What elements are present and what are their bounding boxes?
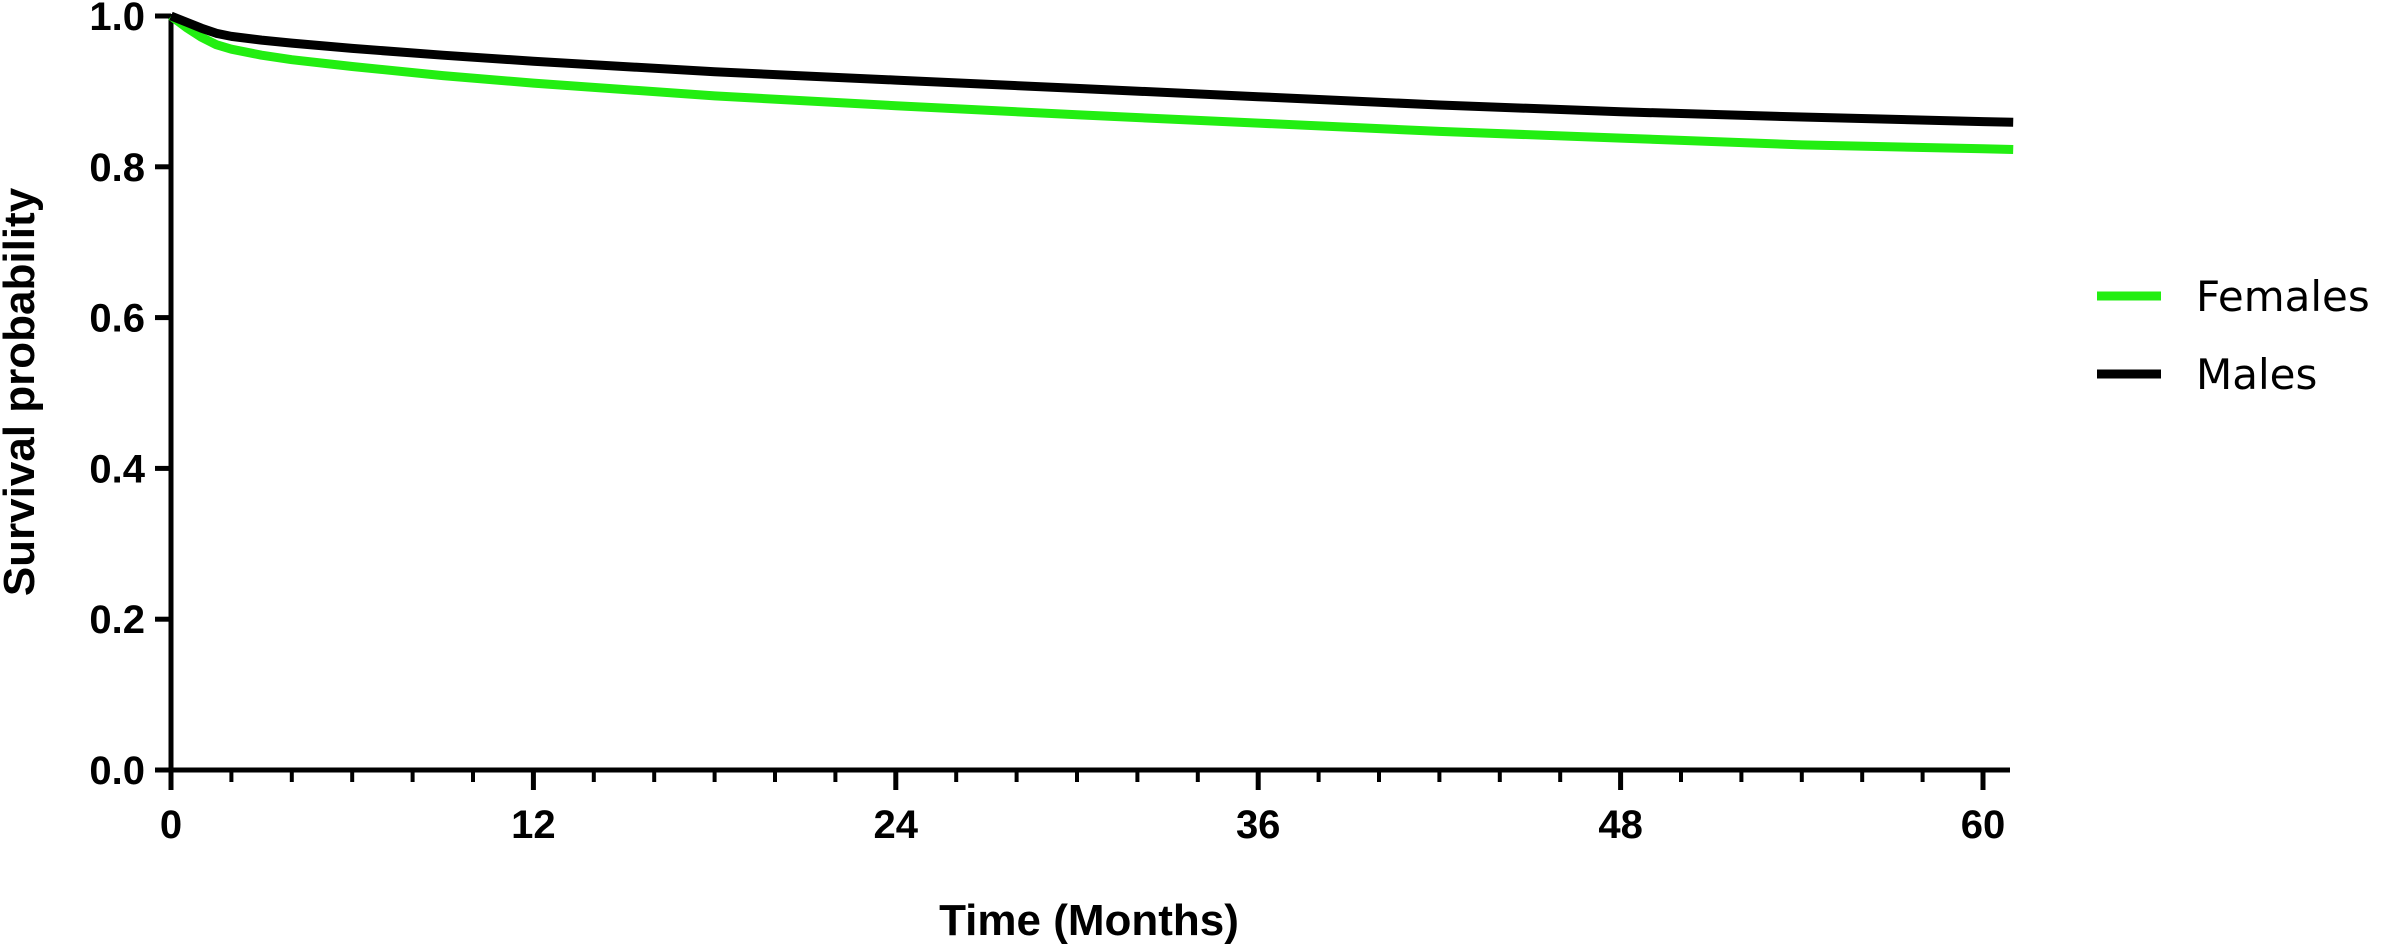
legend: Females Males <box>2097 272 2370 399</box>
y-tick-label: 0.8 <box>89 146 145 190</box>
series-line-females <box>168 12 2014 154</box>
x-tick-label: 12 <box>511 803 556 847</box>
y-tick-label: 0.0 <box>89 749 145 793</box>
y-tick-label: 0.6 <box>89 297 145 341</box>
series-line-males <box>169 11 2014 127</box>
x-tick-label: 0 <box>160 803 182 847</box>
x-tick-label: 60 <box>1961 803 2006 847</box>
y-tick-label: 0.4 <box>89 447 145 491</box>
legend-label-males: Males <box>2196 350 2317 399</box>
x-tick-label: 24 <box>874 803 919 847</box>
series-layer <box>168 11 2014 154</box>
y-tick-label: 1.0 <box>89 0 145 39</box>
x-tick-label: 36 <box>1236 803 1281 847</box>
y-axis-title: Survival probability <box>0 187 44 596</box>
x-tick-label: 48 <box>1598 803 1643 847</box>
axes-layer: 0.0 0.2 0.4 0.6 0.8 1.0 0 12 24 36 48 60 <box>89 0 2010 847</box>
y-tick-label: 0.2 <box>89 598 145 642</box>
x-axis-title: Time (Months) <box>939 896 1239 945</box>
legend-label-females: Females <box>2196 272 2370 321</box>
